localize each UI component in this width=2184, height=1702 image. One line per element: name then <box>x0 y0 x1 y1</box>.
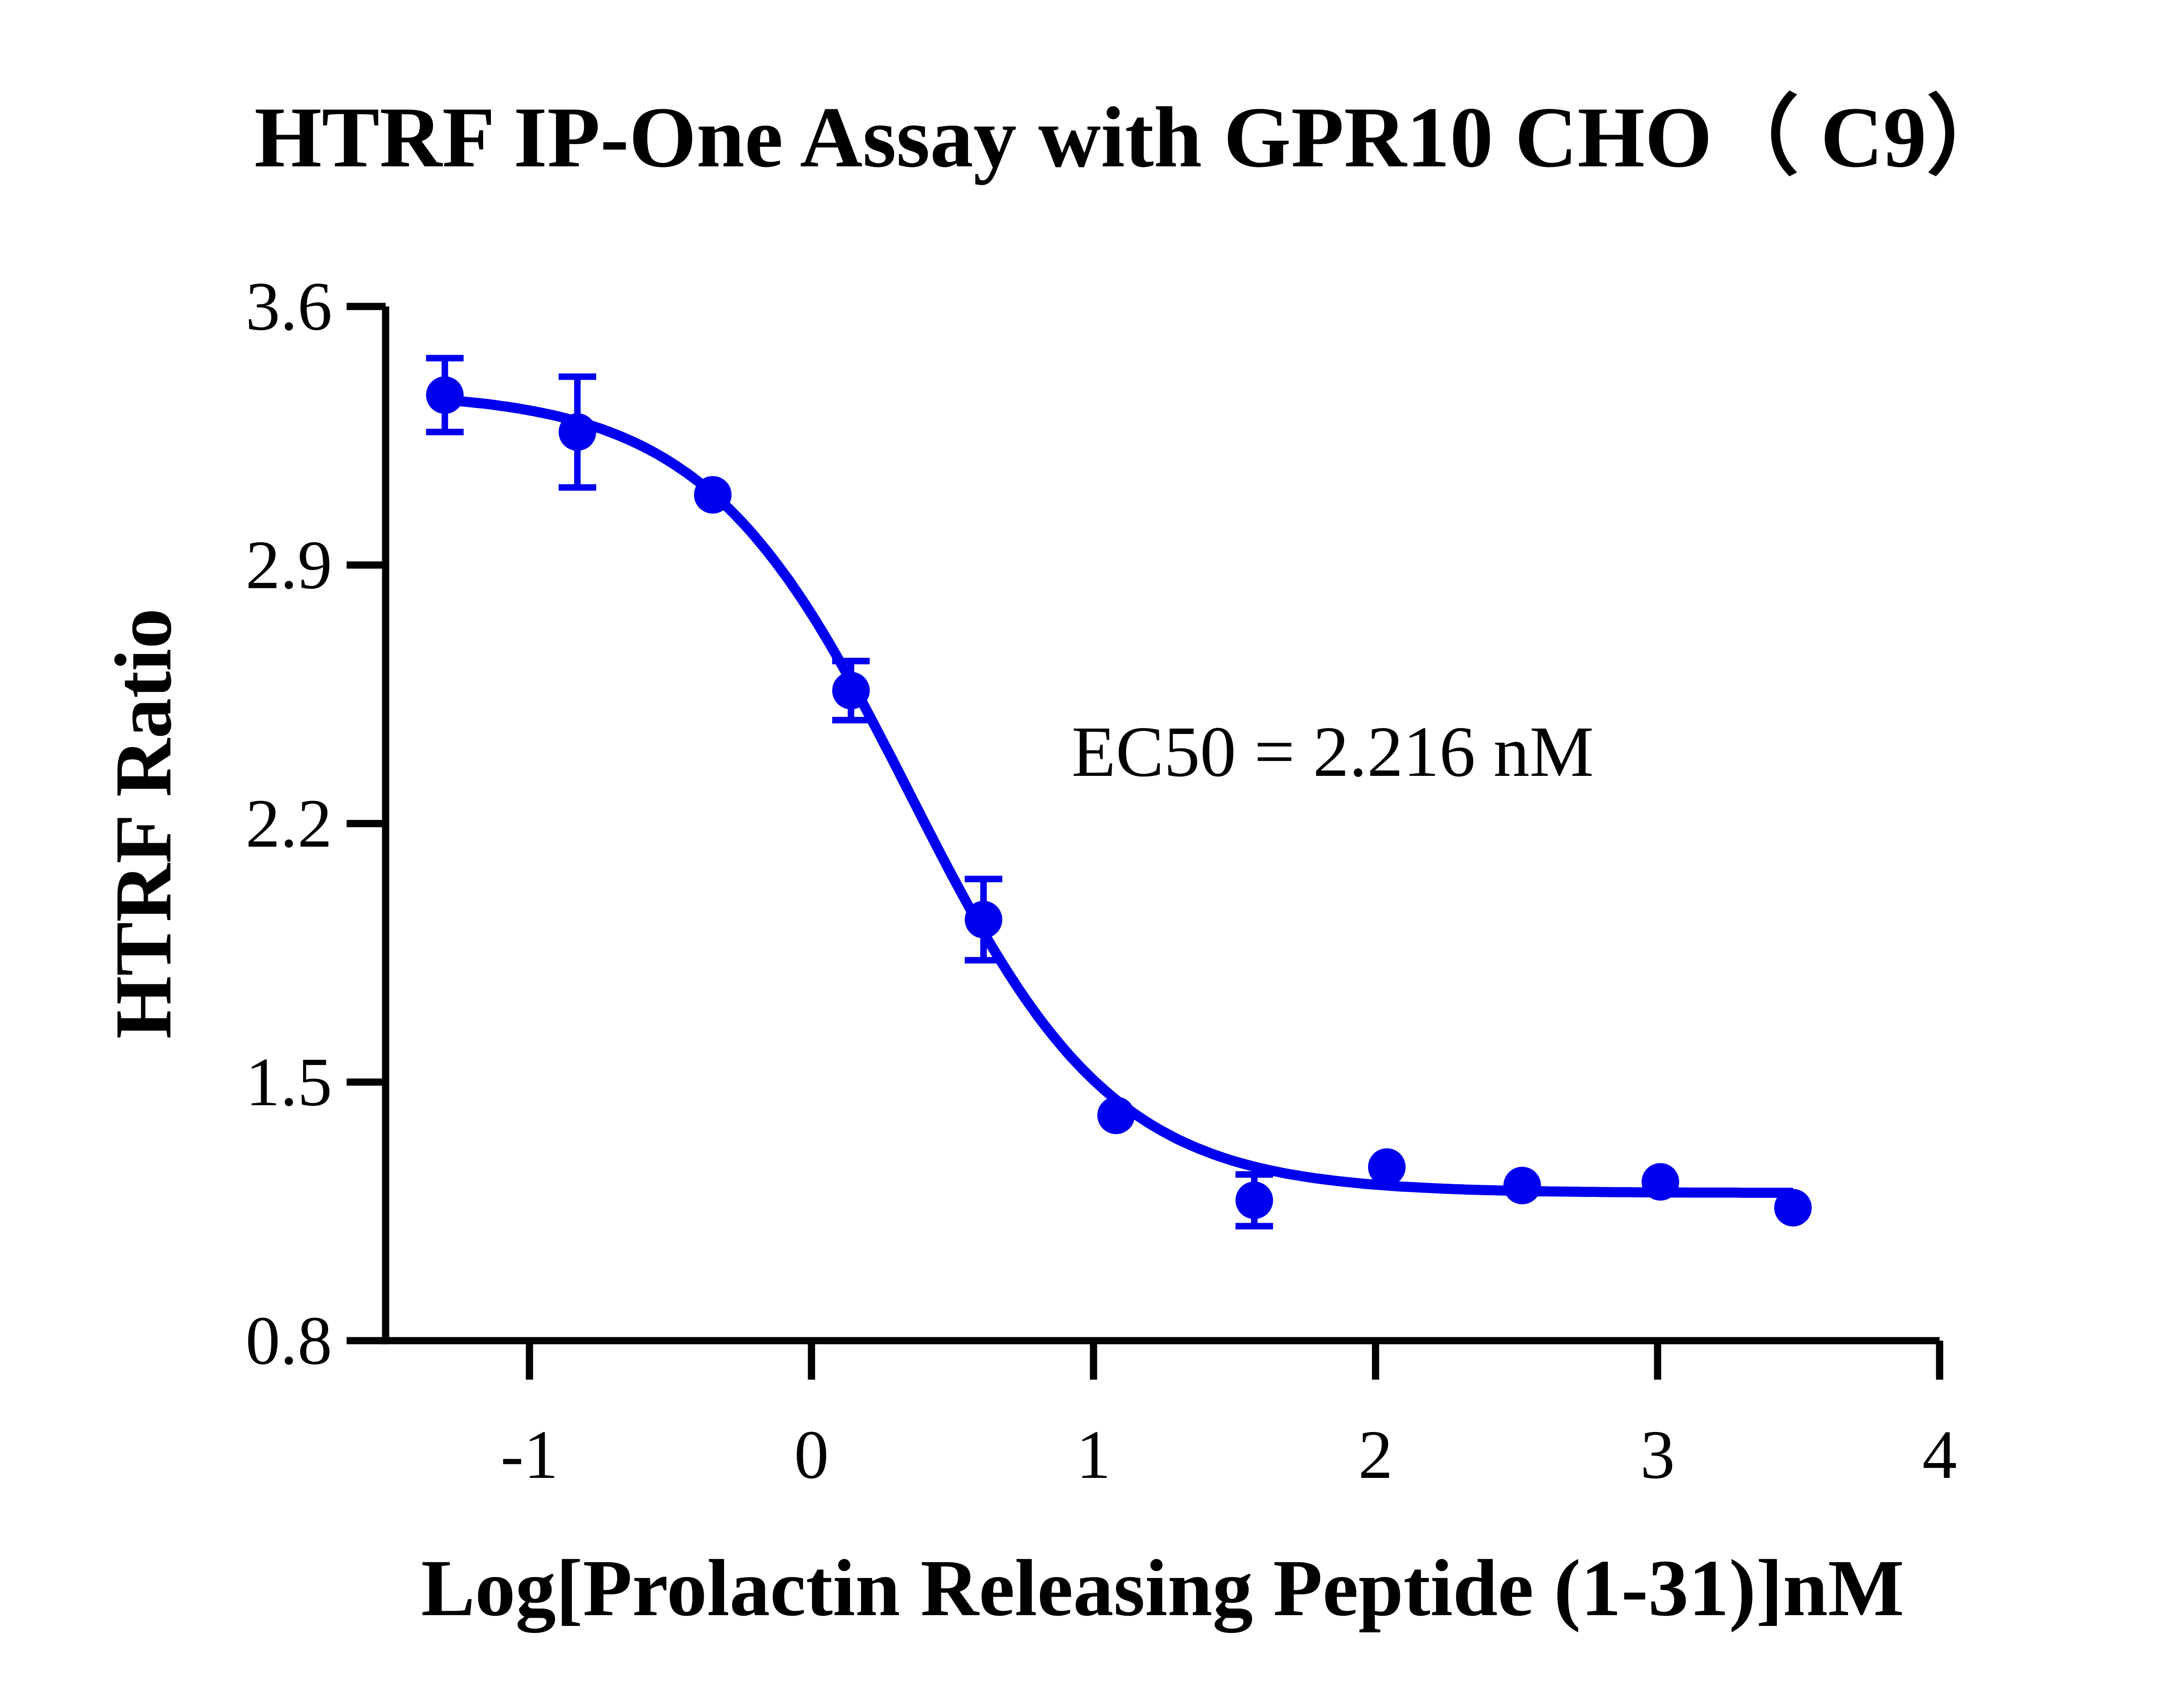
y-axis-label: HTRF Ratio <box>99 608 188 1039</box>
data-point <box>426 376 464 414</box>
y-tick-label: 0.8 <box>245 1303 332 1379</box>
data-point <box>1368 1148 1406 1186</box>
y-tick-label: 2.2 <box>245 785 332 862</box>
data-point <box>1235 1181 1273 1219</box>
y-tick-label: 1.5 <box>245 1044 332 1121</box>
x-tick-label: 4 <box>1922 1417 1957 1493</box>
data-point <box>694 476 732 514</box>
x-tick-label: -1 <box>501 1417 558 1493</box>
data-point <box>832 671 870 709</box>
axes: 0.8 1.5 2.2 2.9 3.6 -1 0 1 2 3 4 <box>245 268 1957 1493</box>
plot-area <box>426 355 1812 1230</box>
chart-title: HTRF IP-One Assay with GPR10 CHO（ C9） <box>254 89 2013 185</box>
x-tick-label: 3 <box>1640 1417 1675 1493</box>
data-point <box>1503 1166 1541 1204</box>
y-tick-label: 2.9 <box>245 527 332 603</box>
data-point <box>1774 1189 1812 1227</box>
fit-curve <box>444 394 1793 1198</box>
ec50-annotation: EC50 = 2.216 nM <box>1071 712 1593 792</box>
data-point <box>1641 1163 1679 1201</box>
data-point <box>964 901 1002 938</box>
y-tick-label: 3.6 <box>245 268 332 345</box>
x-tick-label: 0 <box>794 1417 829 1493</box>
x-tick-label: 1 <box>1076 1417 1111 1493</box>
data-point <box>1097 1097 1135 1135</box>
x-tick-label: 2 <box>1358 1417 1393 1493</box>
data-point <box>558 413 596 451</box>
x-axis-label: Log[Prolactin Releasing Peptide (1-31)]n… <box>421 1543 1904 1633</box>
